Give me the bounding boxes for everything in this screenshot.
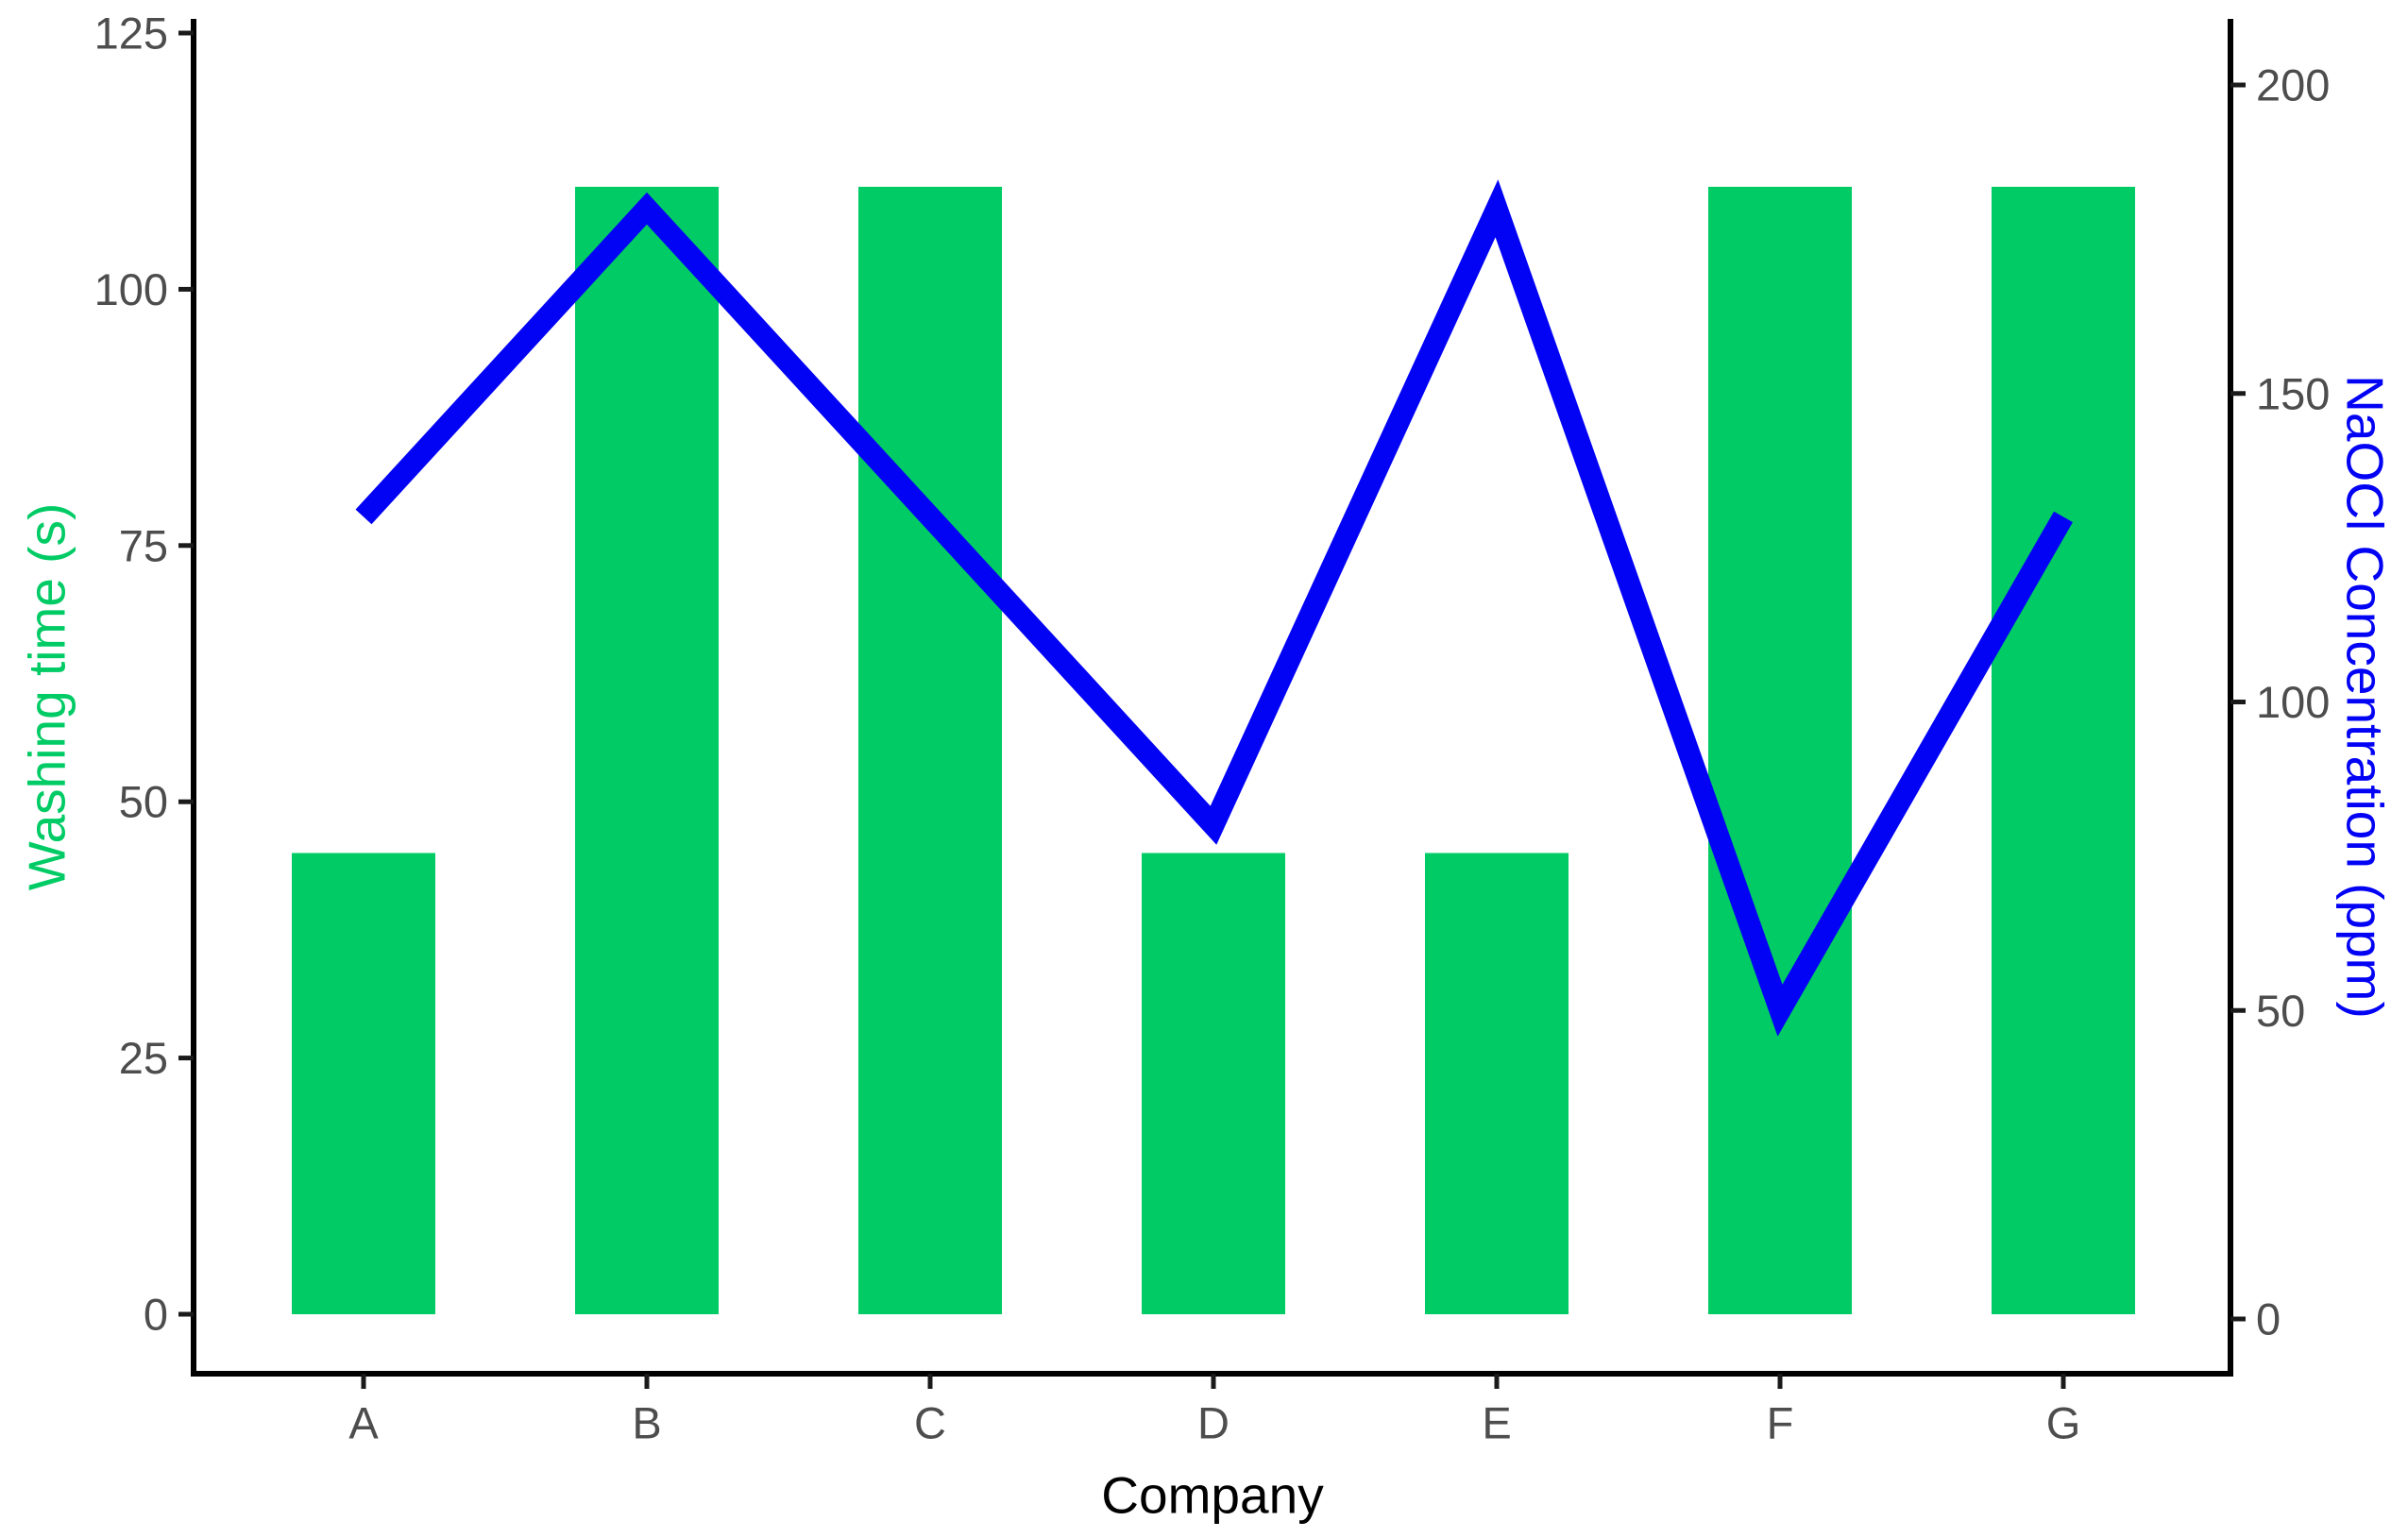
x-tick-label-F: F (1767, 1398, 1794, 1448)
right-y-axis-title: NaOCl Concentration (ppm) (2335, 375, 2395, 1019)
right-tick-label: 200 (2256, 60, 2330, 110)
left-tick-label: 75 (119, 520, 168, 570)
x-tick-label-A: A (348, 1398, 379, 1448)
bar-A (292, 853, 435, 1314)
concentration-line (355, 179, 2073, 1037)
tick-marks (178, 30, 2246, 1389)
bar-C (858, 186, 1002, 1315)
x-axis-title: Company (1101, 1465, 1324, 1525)
bar-B (575, 186, 719, 1315)
left-tick-label: 50 (119, 777, 168, 827)
bar-G (1992, 186, 2135, 1315)
right-tick-label: 50 (2256, 986, 2305, 1036)
right-tick-label: 100 (2256, 677, 2330, 727)
x-tick-label-D: D (1197, 1398, 1229, 1448)
left-tick-label: 100 (94, 264, 168, 314)
left-tick-label: 125 (94, 8, 168, 59)
x-tick-label-E: E (1482, 1398, 1511, 1448)
left-tick-label: 0 (144, 1290, 168, 1340)
bar-F (1708, 186, 1852, 1315)
right-tick-label: 150 (2256, 368, 2330, 418)
bar-series (292, 186, 2135, 1315)
x-tick-label-C: C (914, 1398, 946, 1448)
bar-D (1142, 853, 1285, 1314)
bar-E (1425, 853, 1569, 1314)
x-tick-label-B: B (632, 1398, 661, 1448)
left-y-axis-title: Washing time (s) (17, 502, 76, 891)
tick-labels: 0 25 50 75 100 125 0 50 100 150 200 A B C D E F G (94, 8, 2331, 1448)
left-tick-label: 25 (119, 1033, 168, 1083)
line-series (355, 179, 2073, 1037)
right-tick-label: 0 (2256, 1294, 2281, 1344)
x-tick-label-G: G (2046, 1398, 2081, 1448)
